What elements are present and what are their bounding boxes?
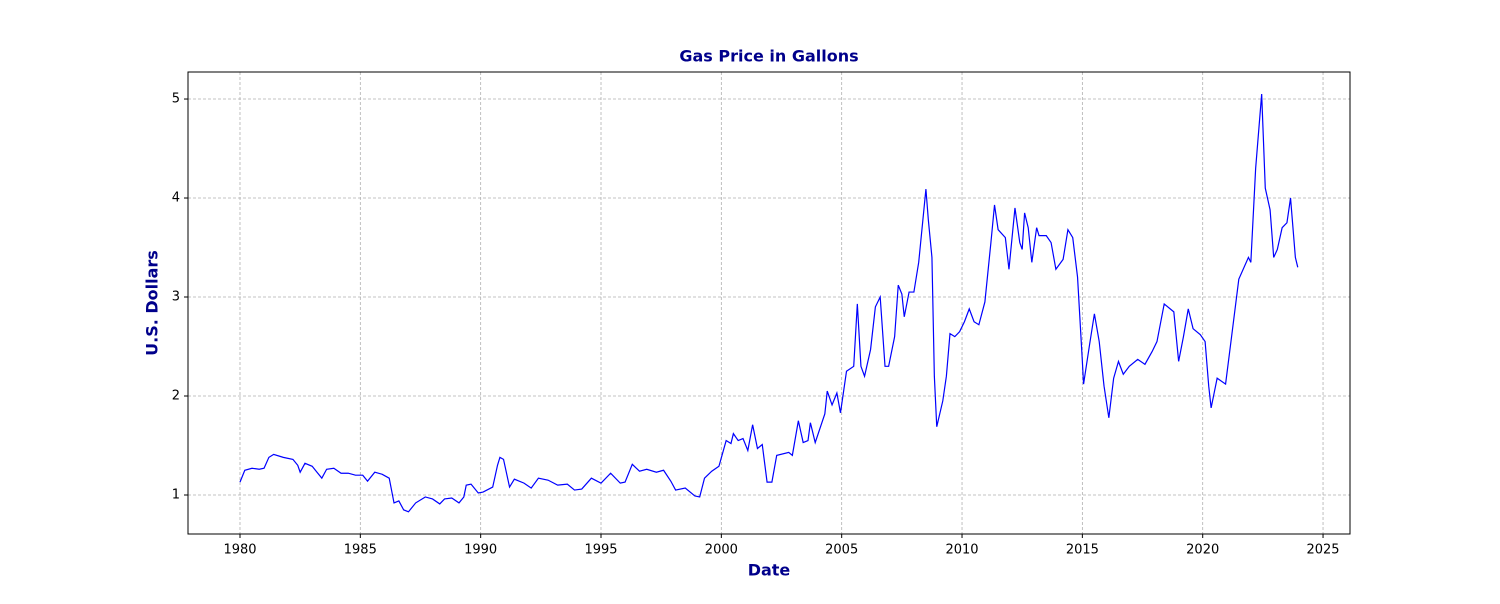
y-tick-label: 2 <box>172 389 180 404</box>
chart-title: Gas Price in Gallons <box>679 47 858 66</box>
x-tick-label: 1985 <box>344 543 377 558</box>
plot-frame <box>187 71 1351 535</box>
x-tick-label: 2020 <box>1186 543 1219 558</box>
price-line <box>239 94 1299 513</box>
y-tick-label: 5 <box>172 92 180 107</box>
y-tick-label: 3 <box>172 290 180 305</box>
x-axis-label: Date <box>748 561 791 580</box>
x-tick-label: 2025 <box>1306 543 1339 558</box>
x-tick-label: 1980 <box>223 543 256 558</box>
x-tick-label: 2010 <box>945 543 978 558</box>
y-tick-label: 4 <box>172 191 180 206</box>
y-tick-label: 1 <box>172 487 180 502</box>
y-axis-label: U.S. Dollars <box>143 250 162 356</box>
x-tick-label: 2000 <box>705 543 738 558</box>
x-tick-label: 1990 <box>464 543 497 558</box>
x-tick-label: 2015 <box>1066 543 1099 558</box>
x-tick-label: 2005 <box>825 543 858 558</box>
x-tick-label: 1995 <box>584 543 617 558</box>
